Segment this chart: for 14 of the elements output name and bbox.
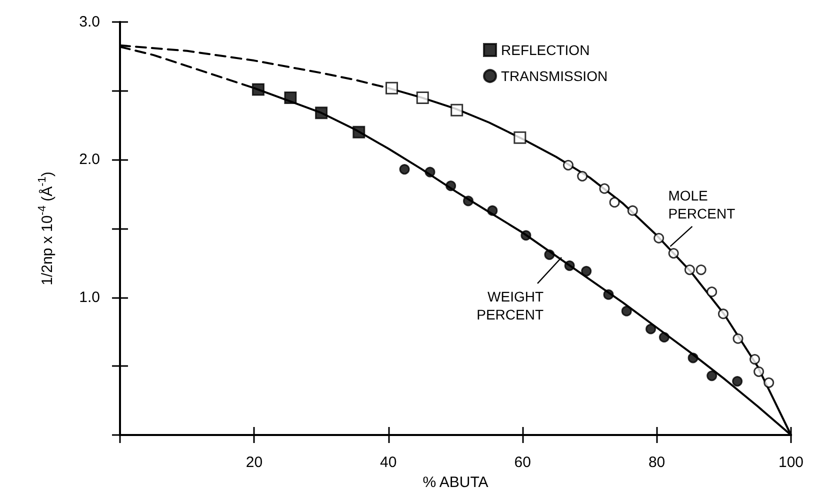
- x-axis-title: % ABUTA: [422, 474, 488, 491]
- y-tick-label: 2.0: [79, 151, 100, 168]
- x-tick-label: 100: [778, 454, 804, 471]
- x-tick-label: 80: [648, 454, 666, 471]
- x-tick-label: 60: [514, 454, 531, 471]
- x-tick-label: 40: [380, 454, 397, 471]
- annotation: MOLE PERCENT: [668, 187, 736, 222]
- y-axis-title: 1/2np x 10-4 (Å-1): [36, 172, 56, 286]
- legend-label: REFLECTION: [501, 42, 590, 58]
- y-tick-label: 3.0: [79, 14, 100, 30]
- annotation: WEIGHT PERCENT: [476, 288, 544, 322]
- legend-label: TRANSMISSION: [501, 68, 608, 84]
- x-tick-label: 20: [246, 454, 263, 471]
- y-tick-label: 1.0: [79, 288, 100, 306]
